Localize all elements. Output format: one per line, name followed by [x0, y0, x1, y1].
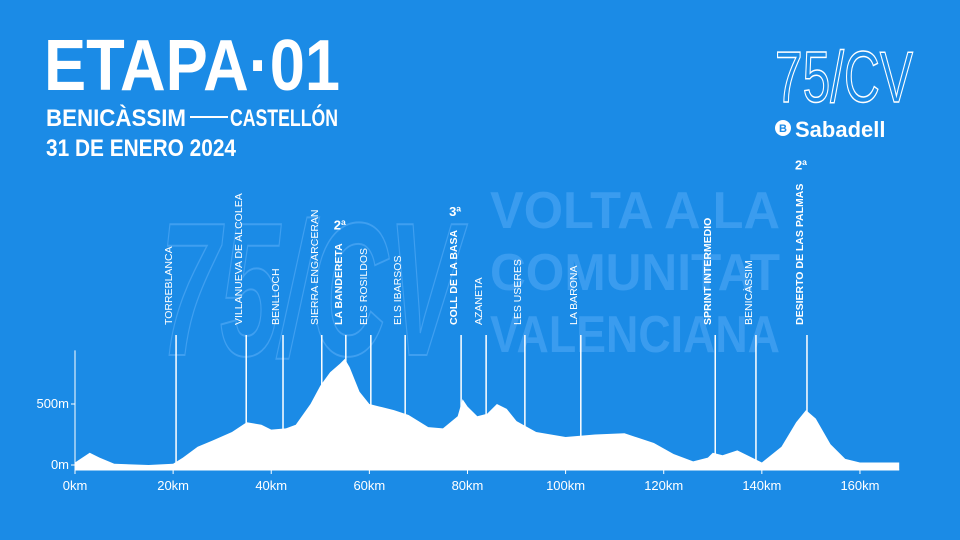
- x-tick-label: 20km: [157, 478, 189, 493]
- landmark-label: BENICÀSSIM: [742, 260, 755, 325]
- landmark-label: LA BANDERETA: [333, 243, 345, 325]
- sponsor-name: Sabadell: [795, 117, 885, 142]
- climb-category: 3ª: [449, 204, 461, 219]
- landmark-label: BENLLOCH: [270, 268, 282, 325]
- elevation-area: [75, 358, 900, 470]
- landmark-label: DESIERTO DE LAS PALMAS: [794, 184, 806, 325]
- climb-category: 2ª: [334, 217, 346, 232]
- landmark-label: LA BARONA: [568, 265, 580, 325]
- x-tick-label: 120km: [644, 478, 683, 493]
- plot: TORREBLANCA VILLANUEVA DE ALCOLEA BENLLOCH…: [36, 158, 900, 493]
- climb-category: 2ª: [795, 158, 807, 173]
- watermark-line: VOLTA A LA: [490, 182, 780, 240]
- stage-date: 31 DE ENERO 2024: [46, 135, 237, 162]
- x-tick-label: 140km: [742, 478, 781, 493]
- stage-start: BENICÀSSIM: [46, 104, 186, 132]
- landmark-label: AZANETA: [473, 277, 485, 325]
- y-tick-label: 500m: [36, 396, 69, 411]
- landmark-label: ELS IBARSOS: [392, 256, 404, 325]
- x-tick-label: 40km: [255, 478, 287, 493]
- x-tick-label: 0km: [63, 478, 88, 493]
- landmark-label: VILLANUEVA DE ALCOLEA: [233, 193, 245, 325]
- stage-finish: CASTELLÓN: [230, 104, 338, 132]
- landmark-label: ELS ROSILDOS: [358, 248, 370, 325]
- x-tick-label: 160km: [840, 478, 879, 493]
- y-tick-label: 0m: [51, 457, 69, 472]
- landmark-label: TORREBLANCA: [163, 246, 175, 325]
- x-tick-label: 80km: [452, 478, 484, 493]
- watermark: 75/CV VOLTA A LA COMUNITAT VALENCIANA: [159, 182, 780, 397]
- x-tick-label: 100km: [546, 478, 585, 493]
- watermark-mark: 75/CV: [160, 184, 468, 396]
- landmark-label: SIERRA ENGARCERAN: [309, 209, 321, 325]
- sponsor-icon: B: [779, 123, 787, 135]
- x-tick-label: 60km: [353, 478, 385, 493]
- sponsor-icon-bg: [775, 120, 791, 136]
- logo-mark: 75/CV: [775, 38, 913, 118]
- watermark-line: VALENCIANA: [490, 306, 780, 364]
- landmark-label: COLL DE LA BASA: [448, 229, 460, 325]
- watermark-line: COMUNITAT: [490, 244, 780, 302]
- landmark-label: SPRINT INTERMEDIO: [702, 218, 714, 325]
- landmark-label: LES USERES: [512, 259, 524, 325]
- stage-title: ETAPA·01: [44, 26, 340, 106]
